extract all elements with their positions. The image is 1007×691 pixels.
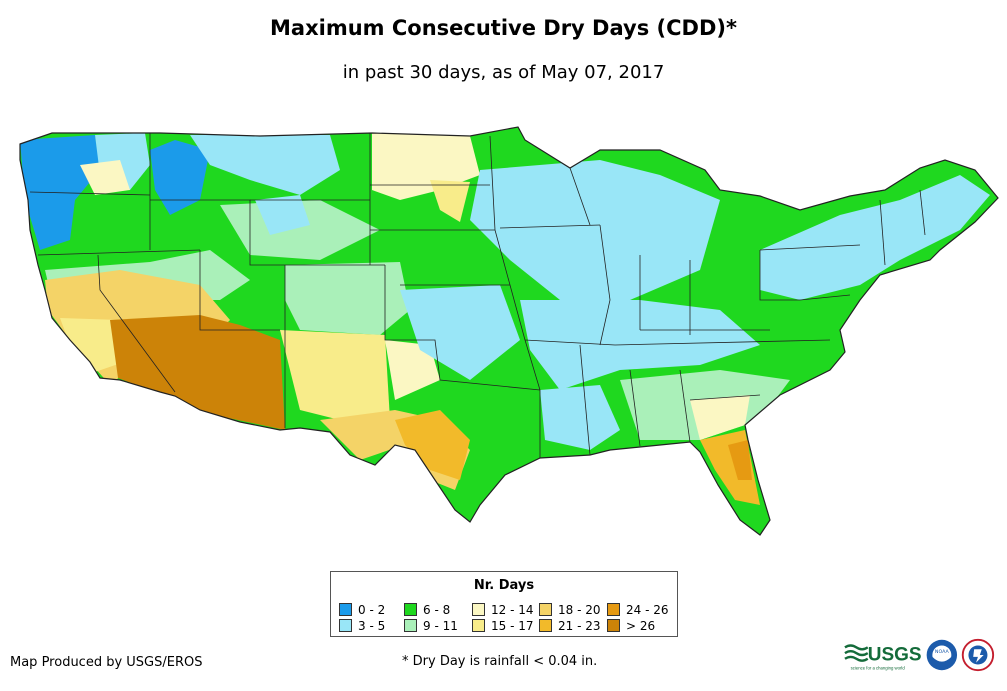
region-mw-light bbox=[470, 160, 720, 300]
legend-item-15-17: 15 - 17 bbox=[472, 619, 534, 633]
legend-label: 18 - 20 bbox=[558, 603, 601, 617]
region-idaho-wet bbox=[150, 140, 210, 215]
legend-swatch bbox=[339, 619, 352, 632]
legend-item-0-2: 0 - 2 bbox=[339, 603, 385, 617]
region-fl-brown bbox=[728, 440, 752, 480]
legend-item-12-14: 12 - 14 bbox=[472, 603, 534, 617]
svg-text:science for a changing world: science for a changing world bbox=[851, 665, 906, 670]
region-ga-pale bbox=[690, 395, 750, 440]
us-outline bbox=[19, 126, 999, 536]
svg-text:USGS: USGS bbox=[868, 645, 922, 666]
map-title: Maximum Consecutive Dry Days (CDD)* bbox=[270, 16, 737, 40]
svg-text:NOAA: NOAA bbox=[935, 649, 950, 655]
legend-label: 21 - 23 bbox=[558, 619, 601, 633]
map-subtitle: in past 30 days, as of May 07, 2017 bbox=[342, 62, 665, 83]
region-dakota-spot bbox=[430, 180, 470, 222]
legend-item-24-26: 24 - 26 bbox=[607, 603, 669, 617]
noaa-logo: NOAA bbox=[926, 639, 958, 671]
legend-swatch bbox=[339, 603, 352, 616]
legend-item-9-11: 9 - 11 bbox=[404, 619, 458, 633]
state-borders bbox=[29, 133, 926, 458]
legend-item-21-23: 21 - 23 bbox=[539, 619, 601, 633]
legend-swatch bbox=[404, 619, 417, 632]
footnote: * Dry Day is rainfall < 0.04 in. bbox=[402, 654, 598, 669]
usgs-logo: USGS science for a changing world bbox=[844, 644, 922, 670]
legend-label: > 26 bbox=[626, 619, 656, 633]
legend: Nr. Days 0 - 2 3 - 5 6 - 8 9 - 11 12 - 1… bbox=[330, 571, 678, 637]
region-nm-pale bbox=[385, 340, 440, 400]
nws-logo bbox=[961, 638, 995, 672]
region-tx-orange bbox=[395, 410, 470, 480]
region-wy-light bbox=[255, 195, 310, 235]
map-credit: Map Produced by USGS/EROS bbox=[10, 655, 203, 670]
region-ok-light bbox=[400, 285, 520, 380]
agency-logos: USGS science for a changing world NOAA bbox=[844, 638, 995, 672]
legend-swatch bbox=[539, 619, 552, 632]
legend-swatch bbox=[607, 603, 620, 616]
us-cdd-map bbox=[19, 126, 999, 536]
region-central-light bbox=[520, 300, 760, 390]
region-nm-yellow bbox=[280, 330, 390, 420]
legend-item-3-5: 3 - 5 bbox=[339, 619, 385, 633]
legend-label: 9 - 11 bbox=[423, 619, 458, 633]
legend-label: 15 - 17 bbox=[491, 619, 534, 633]
region-ne-light bbox=[760, 175, 990, 300]
legend-title: Nr. Days bbox=[473, 578, 535, 593]
legend-label: 24 - 26 bbox=[626, 603, 669, 617]
legend-item-6-8: 6 - 8 bbox=[404, 603, 450, 617]
region-wyoming-mint bbox=[220, 200, 380, 260]
legend-swatch bbox=[404, 603, 417, 616]
legend-item-gt-26: > 26 bbox=[607, 619, 655, 633]
region-colorado-mint bbox=[285, 262, 410, 335]
region-oregon-pale bbox=[80, 160, 130, 195]
legend-label: 12 - 14 bbox=[491, 603, 534, 617]
legend-swatch bbox=[472, 619, 485, 632]
legend-label: 6 - 8 bbox=[423, 603, 451, 617]
region-montana-light bbox=[190, 135, 340, 195]
legend-swatch bbox=[607, 619, 620, 632]
region-la-light bbox=[540, 385, 620, 450]
legend-label: 3 - 5 bbox=[358, 619, 386, 633]
legend-item-18-20: 18 - 20 bbox=[539, 603, 601, 617]
legend-swatch bbox=[539, 603, 552, 616]
legend-swatch bbox=[472, 603, 485, 616]
region-sw-brown bbox=[110, 315, 285, 430]
legend-label: 0 - 2 bbox=[358, 603, 386, 617]
